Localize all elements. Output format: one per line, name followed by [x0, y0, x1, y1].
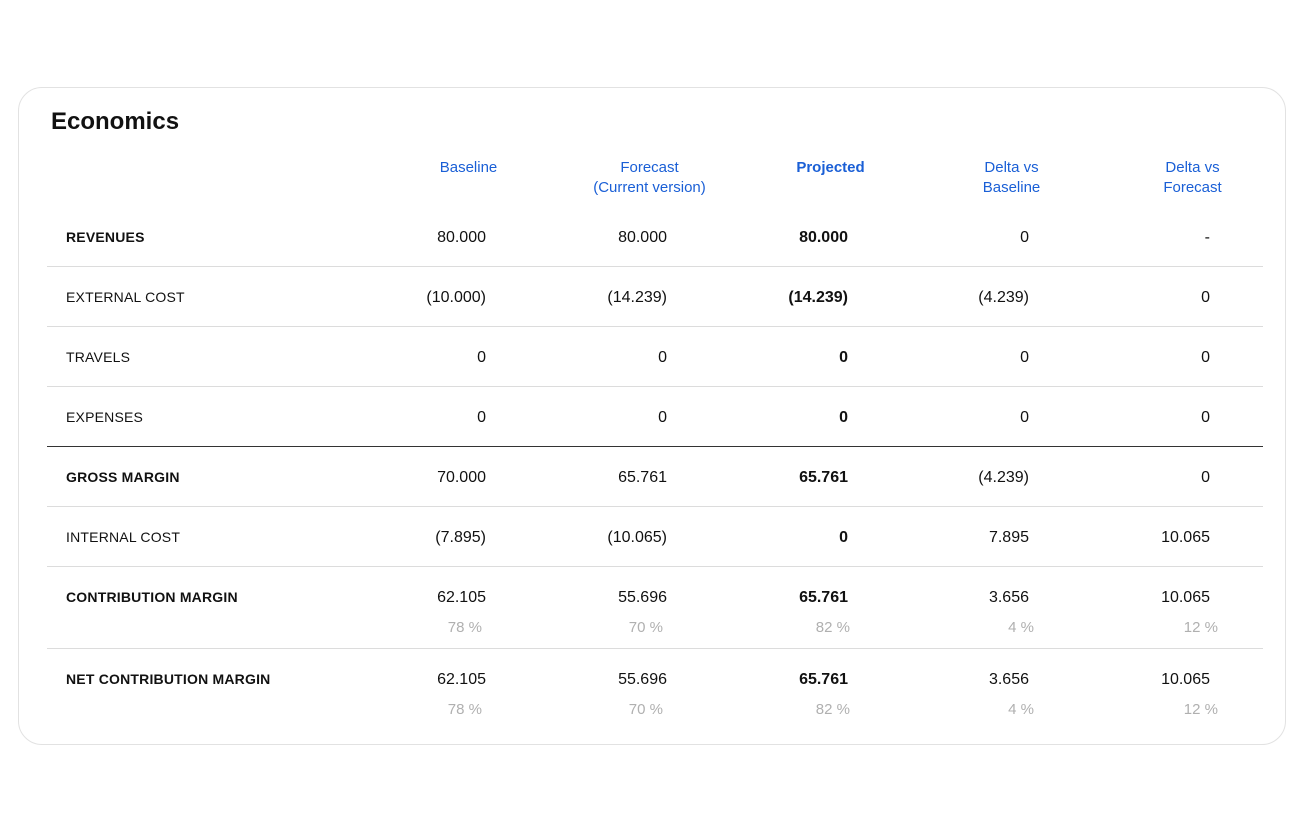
table-row-gross-margin: GROSS MARGIN 70.000 65.761 65.761 (4.239… — [47, 447, 1263, 507]
cell-delta-forecast: - — [1204, 229, 1210, 246]
column-header-baseline: Baseline — [439, 159, 498, 176]
column-header-delta-vs-forecast: Delta vs Forecast — [1163, 159, 1222, 196]
table-row-net-contribution-margin: NET CONTRIBUTION MARGIN 62.105 55.696 65… — [47, 649, 1263, 730]
cell-projected: 0 — [839, 409, 848, 426]
percent-delta-forecast: 12 % — [1183, 619, 1218, 636]
economics-table: REVENUES 80.000 80.000 80.000 0 - EXTERN… — [47, 207, 1263, 730]
cell-delta-baseline: 7.895 — [988, 529, 1029, 546]
cell-baseline: 62.105 — [437, 589, 486, 606]
cell-forecast: 80.000 — [618, 229, 667, 246]
cell-delta-forecast: 0 — [1201, 289, 1210, 306]
percent-delta-baseline: 4 % — [1008, 701, 1034, 718]
cell-delta-baseline: (4.239) — [978, 469, 1029, 486]
cell-baseline: 80.000 — [437, 229, 486, 246]
cell-forecast: 55.696 — [618, 671, 667, 688]
cell-delta-forecast: 10.065 — [1161, 529, 1210, 546]
card-title: Economics — [51, 108, 180, 135]
column-header-delta-vs-baseline: Delta vs Baseline — [982, 159, 1041, 196]
row-label: EXTERNAL COST — [66, 289, 185, 305]
percent-projected: 82 % — [815, 619, 850, 636]
cell-delta-forecast: 0 — [1201, 469, 1210, 486]
cell-projected: 65.761 — [799, 589, 848, 606]
cell-baseline: 0 — [477, 349, 486, 366]
table-row-travels: TRAVELS 0 0 0 0 0 — [47, 327, 1263, 387]
percent-delta-forecast: 12 % — [1183, 701, 1218, 718]
row-label: TRAVELS — [66, 349, 131, 365]
table-row-revenues: REVENUES 80.000 80.000 80.000 0 - — [47, 207, 1263, 267]
percent-baseline: 78 % — [447, 619, 482, 636]
cell-baseline: 0 — [477, 409, 486, 426]
cell-projected: 65.761 — [799, 671, 848, 688]
row-label: GROSS MARGIN — [66, 469, 180, 485]
cell-delta-forecast: 10.065 — [1161, 671, 1210, 688]
percent-baseline: 78 % — [447, 701, 482, 718]
cell-baseline: 70.000 — [437, 469, 486, 486]
table-row-expenses: EXPENSES 0 0 0 0 0 — [47, 387, 1263, 447]
cell-forecast: (10.065) — [607, 529, 667, 546]
row-label: REVENUES — [66, 229, 145, 245]
cell-delta-baseline: 3.656 — [988, 671, 1029, 688]
cell-delta-forecast: 0 — [1201, 349, 1210, 366]
cell-forecast: 55.696 — [618, 589, 667, 606]
table-row-contribution-margin: CONTRIBUTION MARGIN 62.105 55.696 65.761… — [47, 567, 1263, 649]
cell-forecast: 0 — [658, 349, 667, 366]
column-header-forecast: Forecast (Current version) — [593, 159, 706, 196]
cell-delta-forecast: 10.065 — [1161, 589, 1210, 606]
percent-forecast: 70 % — [628, 619, 663, 636]
cell-delta-baseline: (4.239) — [978, 289, 1029, 306]
table-row-external-cost: EXTERNAL COST (10.000) (14.239) (14.239)… — [47, 267, 1263, 327]
percent-projected: 82 % — [815, 701, 850, 718]
cell-projected: 80.000 — [799, 229, 848, 246]
cell-forecast: 65.761 — [618, 469, 667, 486]
row-label: NET CONTRIBUTION MARGIN — [66, 671, 271, 687]
cell-baseline: (10.000) — [426, 289, 486, 306]
table-header: Baseline Forecast (Current version) Proj… — [47, 158, 1263, 208]
cell-projected: (14.239) — [788, 289, 848, 306]
row-label: EXPENSES — [66, 409, 144, 425]
percent-delta-baseline: 4 % — [1008, 619, 1034, 636]
cell-delta-baseline: 0 — [1020, 229, 1029, 246]
cell-projected: 0 — [839, 529, 848, 546]
percent-forecast: 70 % — [628, 701, 663, 718]
cell-projected: 65.761 — [799, 469, 848, 486]
row-label: CONTRIBUTION MARGIN — [66, 589, 238, 605]
column-header-projected: Projected — [796, 159, 865, 176]
row-label: INTERNAL COST — [66, 529, 181, 545]
cell-projected: 0 — [839, 349, 848, 366]
cell-delta-baseline: 0 — [1020, 349, 1029, 366]
cell-baseline: 62.105 — [437, 671, 486, 688]
economics-card: Economics Baseline Forecast (Current ver… — [18, 87, 1286, 745]
cell-delta-baseline: 3.656 — [988, 589, 1029, 606]
cell-delta-forecast: 0 — [1201, 409, 1210, 426]
cell-delta-baseline: 0 — [1020, 409, 1029, 426]
cell-forecast: (14.239) — [607, 289, 667, 306]
cell-forecast: 0 — [658, 409, 667, 426]
table-row-internal-cost: INTERNAL COST (7.895) (10.065) 0 7.895 1… — [47, 507, 1263, 567]
cell-baseline: (7.895) — [435, 529, 486, 546]
